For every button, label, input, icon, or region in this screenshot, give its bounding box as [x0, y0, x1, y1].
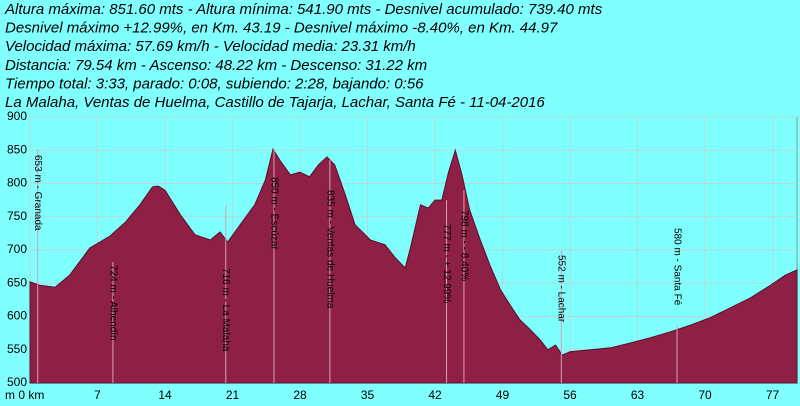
- elevation-area: [29, 147, 798, 384]
- annotation-label: 850 m - Escúzar: [268, 177, 279, 250]
- x-tick-label: 77: [766, 388, 780, 402]
- x-tick-label: 21: [226, 388, 240, 402]
- header-line: Altura máxima: 851.60 mts - Altura mínim…: [4, 1, 603, 18]
- x-tick-label: 35: [361, 388, 375, 402]
- x-tick-label: 42: [428, 388, 442, 402]
- annotation-label: 777 m - + 12.99%: [441, 224, 452, 303]
- annotation-label: 724 m - Alhendín: [107, 265, 118, 341]
- annotation-label: 552 m - Lachar: [556, 255, 567, 323]
- y-tick-label: 550: [7, 342, 27, 356]
- x-tick-label: 63: [631, 388, 645, 402]
- annotation-label: 580 m - Santa Fé: [671, 228, 682, 306]
- y-tick-label: 850: [7, 142, 27, 156]
- annotation-label: 653 m - Granada: [32, 155, 43, 231]
- header-line: Desnivel máximo +12.99%, en Km. 43.19 - …: [5, 20, 558, 37]
- x-tick-label: 49: [496, 388, 510, 402]
- header-line: Tiempo total: 3:33, parado: 0:08, subien…: [5, 75, 424, 92]
- header-line: Distancia: 79.54 km - Ascenso: 48.22 km …: [5, 57, 427, 74]
- annotation-label: 798 m - - 8.40%: [458, 210, 469, 281]
- annotation-label: 716 m - La Malaha: [220, 268, 231, 352]
- y-tick-label: 900: [7, 109, 27, 123]
- x-tick-label: 14: [158, 388, 172, 402]
- y-tick-label: 600: [7, 309, 27, 323]
- x-tick-label: 70: [698, 388, 712, 402]
- y-tick-label: 800: [7, 176, 27, 190]
- y-tick-label: 650: [7, 275, 27, 289]
- x-tick-label: 28: [293, 388, 307, 402]
- x-tick-label: 7: [94, 388, 101, 402]
- header-line: La Malaha, Ventas de Huelma, Castillo de…: [5, 94, 545, 111]
- y-tick-label: 500: [7, 375, 27, 389]
- y-tick-label: 750: [7, 209, 27, 223]
- y-tick-label: 700: [7, 242, 27, 256]
- header-line: Velocidad máxima: 57.69 km/h - Velocidad…: [5, 38, 416, 55]
- annotation-label: 835 m - Ventas de Huelma: [324, 190, 335, 309]
- x-tick-label: m 0 km: [5, 388, 44, 402]
- x-tick-label: 56: [563, 388, 577, 402]
